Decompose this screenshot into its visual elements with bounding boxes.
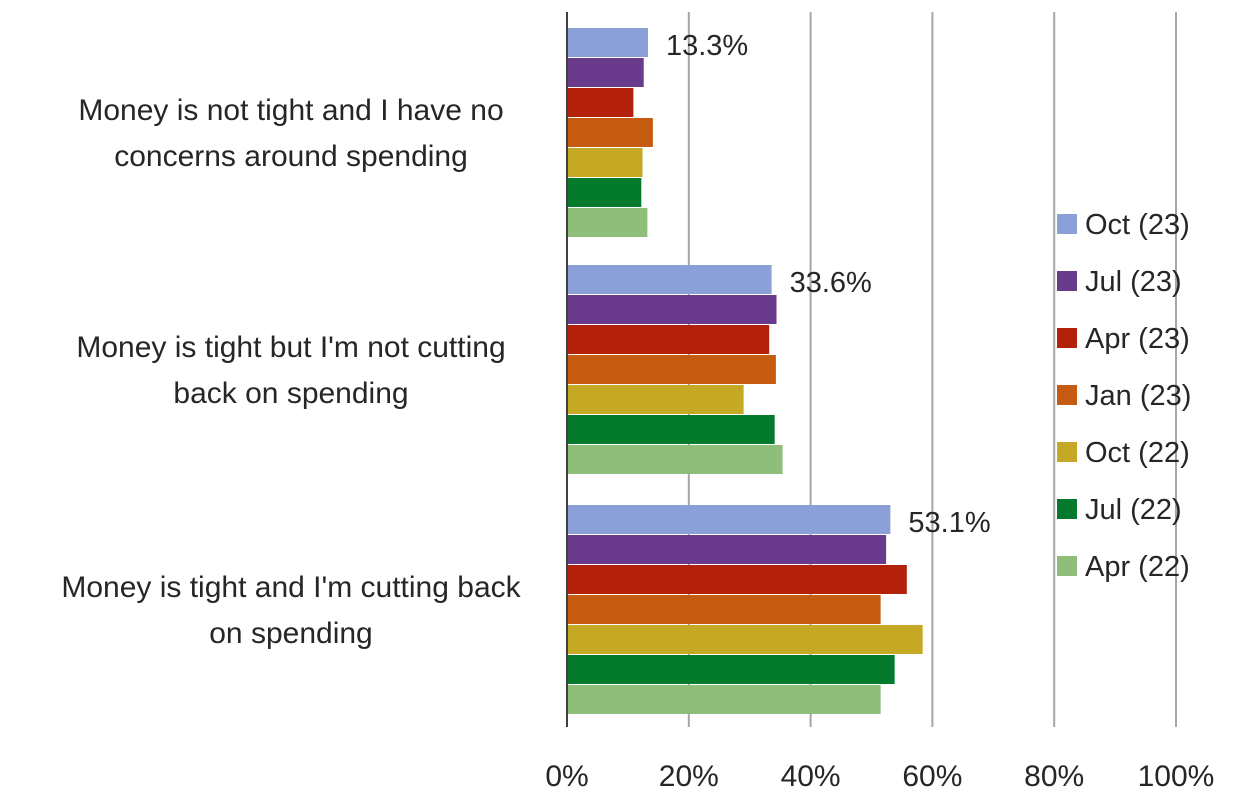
bar <box>567 58 644 87</box>
axis: 0% 20% 40% 60% 80% 100% <box>545 12 1215 793</box>
bar <box>567 595 881 624</box>
legend-label: Apr (23) <box>1085 323 1190 355</box>
bar <box>567 325 770 354</box>
x-tick-label: 80% <box>1024 760 1084 791</box>
bar <box>567 208 648 237</box>
x-tick-label: 40% <box>781 760 841 791</box>
labels: 13.3% 33.6% 53.1% Money is not tight and I … <box>61 30 990 650</box>
bar <box>567 625 923 654</box>
bar <box>567 655 895 684</box>
legend-label: Oct (23) <box>1085 209 1190 241</box>
legend-swatch <box>1057 271 1077 291</box>
bar <box>567 385 744 414</box>
bar <box>567 178 642 207</box>
bar <box>567 445 783 474</box>
bar <box>567 88 634 117</box>
legend-swatch <box>1057 214 1077 234</box>
category-label: Money is tight but I'm not cutting back o… <box>76 331 505 410</box>
legend-label: Jul (22) <box>1085 494 1182 526</box>
data-label: 53.1% <box>908 507 990 539</box>
bar <box>567 28 648 57</box>
bars <box>567 28 923 714</box>
legend-swatch <box>1057 499 1077 519</box>
bar <box>567 295 777 324</box>
bar <box>567 148 643 177</box>
data-label: 13.3% <box>666 30 748 62</box>
bar <box>567 265 772 294</box>
bar <box>567 505 891 534</box>
x-tick-label: 20% <box>659 760 719 791</box>
category-label: Money is not tight and I have no concerns… <box>78 94 503 173</box>
legend-swatch <box>1057 328 1077 348</box>
bar <box>567 685 881 714</box>
legend-swatch <box>1057 385 1077 405</box>
legend-label: Oct (22) <box>1085 437 1190 469</box>
category-label: Money is tight and I'm cutting back on sp… <box>61 571 521 650</box>
bar <box>567 355 776 384</box>
legend-swatch <box>1057 556 1077 576</box>
legend-label: Apr (22) <box>1085 551 1190 583</box>
bar <box>567 118 653 147</box>
x-tick-label: 60% <box>902 760 962 791</box>
bar <box>567 415 775 444</box>
data-label: 33.6% <box>790 267 872 299</box>
legend-label: Jan (23) <box>1085 380 1191 412</box>
x-tick-label: 0% <box>545 760 588 791</box>
bar <box>567 565 907 594</box>
legend-swatch <box>1057 442 1077 462</box>
bar <box>567 535 887 564</box>
x-tick-label: 100% <box>1138 760 1215 791</box>
legend: Oct (23) Jul (23) Apr (23) Jan (23) Oct (22)… <box>1057 209 1191 583</box>
legend-label: Jul (23) <box>1085 266 1182 298</box>
